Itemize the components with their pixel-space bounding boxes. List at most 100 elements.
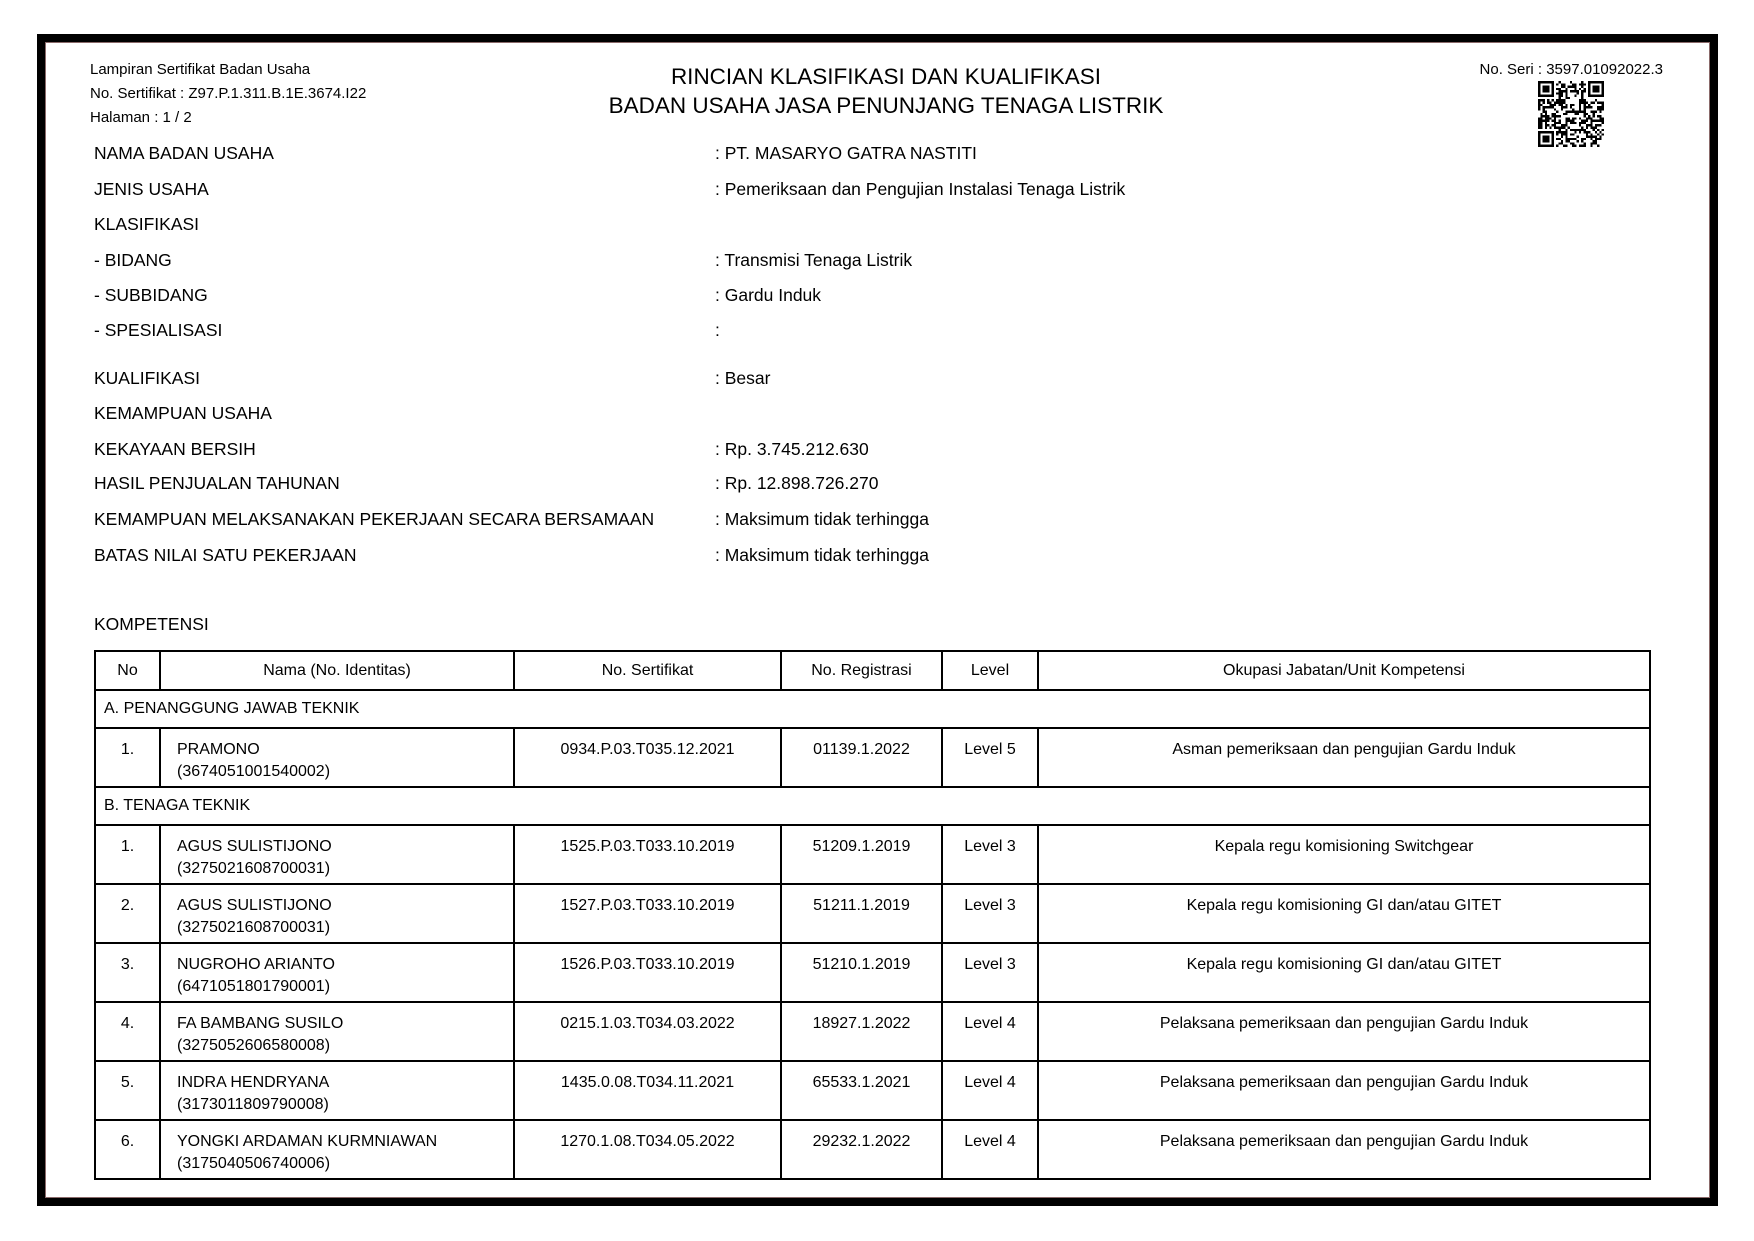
person-id: (3674051001540002) bbox=[177, 763, 331, 780]
row-person: INDRA HENDRYANA (3173011809790008) bbox=[159, 1060, 515, 1121]
info-label: KUALIFIKASI bbox=[94, 368, 201, 388]
info-label: - BIDANG bbox=[94, 250, 172, 270]
page-border bbox=[37, 34, 1718, 1206]
row-level: Level 5 bbox=[941, 727, 1039, 788]
section-title: B. TENAGA TEKNIK bbox=[94, 786, 1651, 826]
person-id: (3175040506740006) bbox=[177, 1155, 331, 1172]
person-id: (6471051801790001) bbox=[177, 978, 331, 995]
title-line-2: BADAN USAHA JASA PENUNJANG TENAGA LISTRI… bbox=[608, 93, 1164, 118]
info-value: : Besar bbox=[715, 368, 771, 388]
table-row: 1. PRAMONO (3674051001540002) 0934.P.03.T… bbox=[94, 727, 1651, 788]
info-value: : Rp. 3.745.212.630 bbox=[715, 439, 869, 459]
person-name: AGUS SULISTIJONO bbox=[177, 897, 332, 914]
row-occupation: Asman pemeriksaan dan pengujian Gardu In… bbox=[1037, 727, 1651, 788]
row-occupation: Kepala regu komisioning Switchgear bbox=[1037, 824, 1651, 885]
info-label: BATAS NILAI SATU PEKERJAAN bbox=[94, 545, 357, 565]
row-level: Level 3 bbox=[941, 883, 1039, 944]
table-row: 6. YONGKI ARDAMAN KURMNIAWAN (31750405067… bbox=[94, 1119, 1651, 1180]
table-header-row: No Nama (No. Identitas) No. Sertifikat N… bbox=[94, 650, 1651, 691]
row-occupation: Kepala regu komisioning GI dan/atau GITE… bbox=[1037, 942, 1651, 1003]
row-occupation: Pelaksana pemeriksaan dan pengujian Gard… bbox=[1037, 1060, 1651, 1121]
info-value: : Pemeriksaan dan Pengujian Instalasi Te… bbox=[715, 179, 1126, 199]
attachment-header: Lampiran Sertifikat Badan Usaha No. Sert… bbox=[90, 58, 366, 130]
person-id: (3173011809790008) bbox=[177, 1096, 329, 1113]
table-row: 1. AGUS SULISTIJONO (3275021608700031) 15… bbox=[94, 824, 1651, 885]
person-name: YONGKI ARDAMAN KURMNIAWAN bbox=[177, 1133, 438, 1150]
row-occupation: Pelaksana pemeriksaan dan pengujian Gard… bbox=[1037, 1001, 1651, 1062]
info-value: : bbox=[715, 320, 720, 340]
person-name: INDRA HENDRYANA bbox=[177, 1074, 330, 1091]
kompetensi-table: No Nama (No. Identitas) No. Sertifikat N… bbox=[94, 650, 1651, 1180]
person-id: (3275021608700031) bbox=[177, 860, 331, 877]
col-no: No bbox=[94, 650, 161, 691]
document-title: RINCIAN KLASIFIKASI DAN KUALIFIKASI BADA… bbox=[486, 62, 1286, 120]
row-registration: 01139.1.2022 bbox=[780, 727, 943, 788]
row-person: FA BAMBANG SUSILO (3275052606580008) bbox=[159, 1001, 515, 1062]
info-value: : Maksimum tidak terhingga bbox=[715, 509, 929, 529]
person-name: FA BAMBANG SUSILO bbox=[177, 1015, 344, 1032]
row-certificate: 1525.P.03.T033.10.2019 bbox=[513, 824, 782, 885]
row-no: 1. bbox=[94, 824, 161, 885]
row-person: NUGROHO ARIANTO (6471051801790001) bbox=[159, 942, 515, 1003]
info-label: JENIS USAHA bbox=[94, 179, 209, 199]
row-person: AGUS SULISTIJONO (3275021608700031) bbox=[159, 824, 515, 885]
page-border-inner bbox=[45, 42, 1710, 1198]
info-label: KEMAMPUAN MELAKSANAKAN PEKERJAAN SECARA … bbox=[94, 509, 655, 529]
row-occupation: Pelaksana pemeriksaan dan pengujian Gard… bbox=[1037, 1119, 1651, 1180]
row-person: AGUS SULISTIJONO (3275021608700031) bbox=[159, 883, 515, 944]
info-label: - SPESIALISASI bbox=[94, 320, 223, 340]
row-registration: 51209.1.2019 bbox=[780, 824, 943, 885]
title-line-1: RINCIAN KLASIFIKASI DAN KUALIFIKASI bbox=[670, 64, 1102, 89]
row-registration: 51211.1.2019 bbox=[780, 883, 943, 944]
info-value: : PT. MASARYO GATRA NASTITI bbox=[715, 143, 977, 163]
row-certificate: 1527.P.03.T033.10.2019 bbox=[513, 883, 782, 944]
row-level: Level 4 bbox=[941, 1119, 1039, 1180]
section-row: A. PENANGGUNG JAWAB TEKNIK bbox=[94, 689, 1651, 729]
col-certificate: No. Sertifikat bbox=[513, 650, 782, 691]
col-occupation: Okupasi Jabatan/Unit Kompetensi bbox=[1037, 650, 1651, 691]
section-row: B. TENAGA TEKNIK bbox=[94, 786, 1651, 826]
info-value: : Transmisi Tenaga Listrik bbox=[715, 250, 913, 270]
info-value: : Rp. 12.898.726.270 bbox=[715, 473, 879, 493]
row-no: 6. bbox=[94, 1119, 161, 1180]
table-row: 4. FA BAMBANG SUSILO (3275052606580008) 0… bbox=[94, 1001, 1651, 1062]
row-certificate: 0215.1.03.T034.03.2022 bbox=[513, 1001, 782, 1062]
row-no: 2. bbox=[94, 883, 161, 944]
info-label: KEKAYAAN BERSIH bbox=[94, 439, 256, 459]
attachment-label: Lampiran Sertifikat Badan Usaha bbox=[90, 61, 311, 78]
row-registration: 65533.1.2021 bbox=[780, 1060, 943, 1121]
row-certificate: 1526.P.03.T033.10.2019 bbox=[513, 942, 782, 1003]
info-value: : Gardu Induk bbox=[715, 285, 822, 305]
page-number: Halaman : 1 / 2 bbox=[90, 109, 192, 126]
row-level: Level 3 bbox=[941, 824, 1039, 885]
row-registration: 51210.1.2019 bbox=[780, 942, 943, 1003]
qr-code-icon bbox=[1538, 81, 1604, 147]
row-level: Level 4 bbox=[941, 1060, 1039, 1121]
row-level: Level 3 bbox=[941, 942, 1039, 1003]
row-no: 4. bbox=[94, 1001, 161, 1062]
row-no: 1. bbox=[94, 727, 161, 788]
info-label: HASIL PENJUALAN TAHUNAN bbox=[94, 473, 340, 493]
info-label: - SUBBIDANG bbox=[94, 285, 208, 305]
row-occupation: Kepala regu komisioning GI dan/atau GITE… bbox=[1037, 883, 1651, 944]
certificate-number: No. Sertifikat : Z97.P.1.311.B.1E.3674.I… bbox=[90, 85, 367, 102]
row-registration: 18927.1.2022 bbox=[780, 1001, 943, 1062]
row-level: Level 4 bbox=[941, 1001, 1039, 1062]
person-name: PRAMONO bbox=[177, 741, 260, 758]
section-title: A. PENANGGUNG JAWAB TEKNIK bbox=[94, 689, 1651, 729]
info-value: : Maksimum tidak terhingga bbox=[715, 545, 929, 565]
table-row: 5. INDRA HENDRYANA (3173011809790008) 143… bbox=[94, 1060, 1651, 1121]
row-certificate: 1435.0.08.T034.11.2021 bbox=[513, 1060, 782, 1121]
col-level: Level bbox=[941, 650, 1039, 691]
row-certificate: 0934.P.03.T035.12.2021 bbox=[513, 727, 782, 788]
kompetensi-heading: KOMPETENSI bbox=[94, 614, 209, 634]
info-label: NAMA BADAN USAHA bbox=[94, 143, 274, 163]
info-label: KEMAMPUAN USAHA bbox=[94, 403, 272, 423]
table-row: 3. NUGROHO ARIANTO (6471051801790001) 152… bbox=[94, 942, 1651, 1003]
row-person: YONGKI ARDAMAN KURMNIAWAN (31750405067400… bbox=[159, 1119, 515, 1180]
person-name: AGUS SULISTIJONO bbox=[177, 838, 332, 855]
person-id: (3275052606580008) bbox=[177, 1037, 331, 1054]
person-name: NUGROHO ARIANTO bbox=[177, 956, 335, 973]
row-no: 5. bbox=[94, 1060, 161, 1121]
col-registration: No. Registrasi bbox=[780, 650, 943, 691]
